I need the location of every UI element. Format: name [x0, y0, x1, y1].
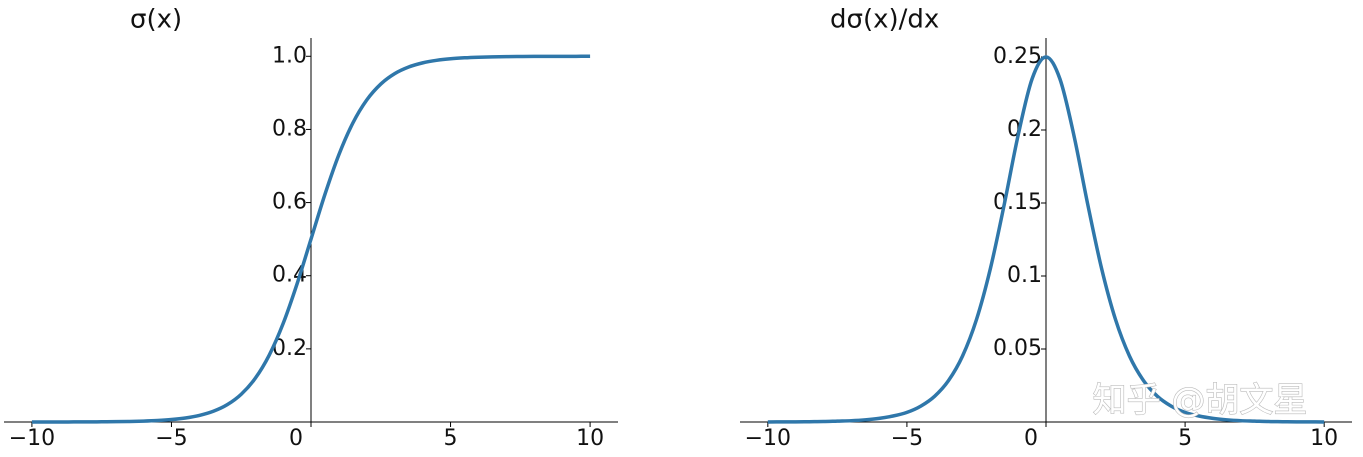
x-tick-label: 0	[1024, 426, 1038, 451]
y-tick-label: 0.05	[993, 336, 1042, 361]
y-tick-label: 1.0	[272, 43, 307, 68]
y-tick-label: 0.1	[1007, 263, 1042, 288]
chart-title: σ(x)	[130, 5, 182, 35]
chart-title: dσ(x)/dx	[830, 5, 939, 35]
x-tick-label: −5	[891, 426, 923, 451]
x-tick-label: 5	[1178, 426, 1192, 451]
x-tick-label: −5	[155, 426, 187, 451]
x-tick-label: 5	[444, 426, 458, 451]
chart: σ(x)−10 −5 0 5 100.20.40.60.81.0	[4, 5, 618, 451]
y-tick-label: 0.25	[993, 44, 1042, 69]
x-tick-label: 10	[1310, 426, 1338, 451]
x-tick-label: 10	[576, 426, 604, 451]
chart: dσ(x)/dx −10 −5 0 5 10 0.05 0.1 0.15 0.2 0.25	[740, 5, 1352, 451]
y-tick-label: 0.8	[272, 116, 307, 141]
line-series	[767, 55, 1325, 424]
x-tick-label: 0	[289, 426, 303, 451]
y-tick-label: 0.15	[993, 190, 1042, 215]
watermark: 知乎 @胡文星	[1093, 381, 1308, 421]
x-tick-label: −10	[9, 426, 55, 451]
y-tick-label: 0.6	[272, 190, 307, 215]
x-tick-label: −10	[745, 426, 791, 451]
y-tick-label: 0.2	[1007, 117, 1042, 142]
charts: σ(x)−10 −5 0 5 100.20.40.60.81.0dσ(x)/dx−10−…	[4, 5, 1352, 451]
line-series	[31, 54, 591, 424]
